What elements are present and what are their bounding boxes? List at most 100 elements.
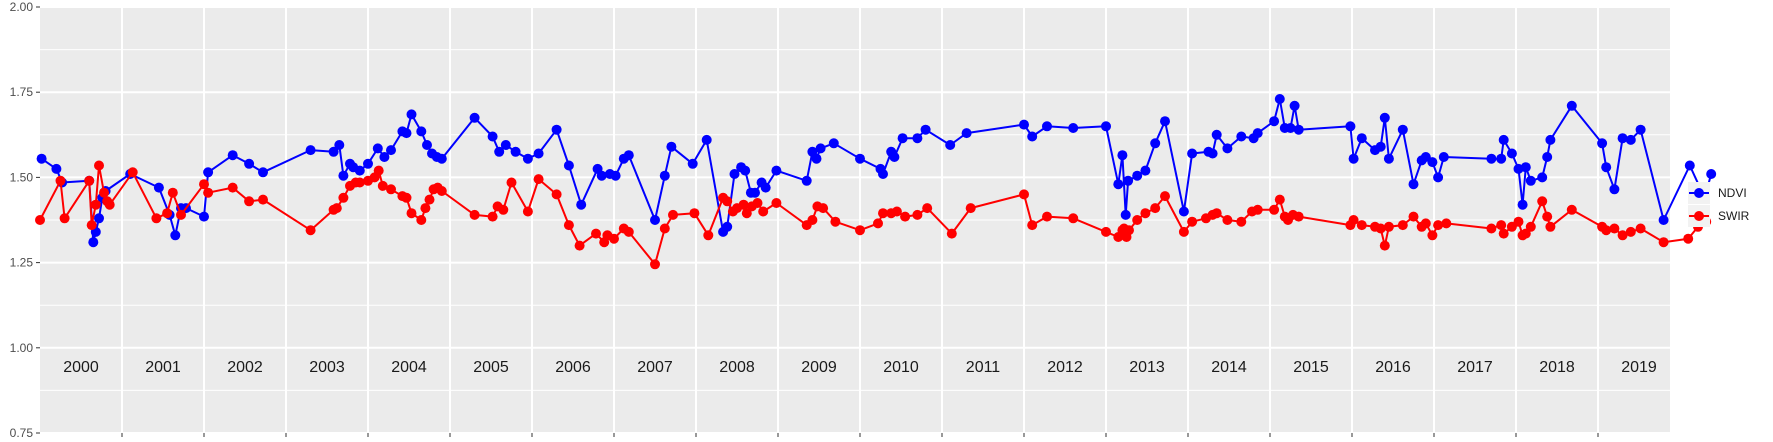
data-point-ndvi <box>650 215 660 225</box>
data-point-ndvi <box>1252 128 1263 139</box>
data-point-swir <box>203 187 214 198</box>
data-point-swir <box>758 206 769 217</box>
data-point-ndvi <box>1625 134 1636 145</box>
data-point-swir <box>498 204 509 215</box>
data-point-swir <box>912 209 923 220</box>
data-point-ndvi <box>36 153 47 164</box>
data-point-ndvi <box>610 170 621 181</box>
data-point-swir <box>162 208 173 219</box>
legend-label-swir: SWIR <box>1718 209 1750 223</box>
data-point-ndvi <box>701 134 712 145</box>
data-point-ndvi <box>1397 124 1408 135</box>
data-point-swir <box>227 182 238 193</box>
data-point-ndvi <box>1236 131 1247 142</box>
legend-key-point <box>1694 211 1704 221</box>
data-point-swir <box>167 187 178 198</box>
data-point-swir <box>1525 221 1536 232</box>
data-point-ndvi <box>596 170 607 181</box>
data-point-ndvi <box>469 112 480 123</box>
data-point-ndvi <box>510 146 521 157</box>
data-point-swir <box>94 160 104 171</box>
data-point-swir <box>946 228 957 239</box>
data-point-ndvi <box>422 140 432 150</box>
year-dividers <box>121 7 1599 433</box>
y-axis: 0.75 1.00 1.25 1.50 1.75 2.00 <box>10 0 40 440</box>
data-point-ndvi <box>729 169 740 179</box>
data-point-ndvi <box>406 109 417 120</box>
data-point-swir <box>1178 226 1189 237</box>
data-point-swir <box>1420 218 1431 229</box>
data-point-swir <box>738 199 749 210</box>
data-point-ndvi <box>1706 169 1717 179</box>
year-label: 2012 <box>1047 359 1083 376</box>
year-label: 2014 <box>1211 359 1247 376</box>
data-point-ndvi <box>500 140 511 150</box>
data-point-swir <box>1027 220 1038 231</box>
year-label: 2005 <box>473 359 509 376</box>
data-point-ndvi <box>1427 157 1438 168</box>
data-point-ndvi <box>1101 121 1111 132</box>
year-label: 2007 <box>637 359 673 376</box>
data-point-ndvi <box>912 133 923 144</box>
data-point-swir <box>1269 204 1280 215</box>
year-label: 2001 <box>145 359 181 376</box>
data-point-ndvi <box>855 153 865 164</box>
data-point-ndvi <box>487 131 498 142</box>
data-point-ndvi <box>659 170 670 181</box>
legend-key-point <box>1694 188 1704 198</box>
y-tick-label: 1.00 <box>10 341 34 355</box>
data-point-swir <box>151 213 162 224</box>
data-point-swir <box>922 203 933 214</box>
data-point-ndvi <box>170 230 181 241</box>
data-point-ndvi <box>1068 123 1079 133</box>
data-point-swir <box>258 194 268 205</box>
data-point-swir <box>331 203 342 214</box>
data-point-swir <box>591 228 601 239</box>
data-point-ndvi <box>828 138 839 149</box>
data-point-swir <box>574 240 585 251</box>
data-point-swir <box>752 198 763 208</box>
data-point-swir <box>305 225 316 236</box>
data-point-swir <box>35 215 45 225</box>
data-point-ndvi <box>363 158 373 169</box>
data-point-swir <box>703 230 714 241</box>
data-point-swir <box>377 180 388 191</box>
data-point-ndvi <box>1496 153 1507 164</box>
data-point-ndvi <box>1285 123 1296 133</box>
data-point-swir <box>386 184 396 195</box>
data-point-ndvi <box>722 221 733 232</box>
data-point-ndvi <box>334 140 345 150</box>
data-point-swir <box>965 203 976 214</box>
data-point-swir <box>1496 220 1507 231</box>
data-point-ndvi <box>1042 121 1052 132</box>
data-point-swir <box>338 192 349 203</box>
data-point-swir <box>1293 211 1304 222</box>
data-point-swir <box>1383 221 1394 232</box>
data-point-ndvi <box>961 128 972 139</box>
data-point-swir <box>420 203 431 214</box>
data-point-ndvi <box>1150 138 1161 149</box>
data-point-ndvi <box>258 167 268 178</box>
data-point-swir <box>90 199 101 210</box>
data-point-swir <box>1274 194 1285 205</box>
data-point-ndvi <box>945 140 956 150</box>
data-point-swir <box>1427 230 1438 241</box>
data-point-ndvi <box>1383 153 1394 164</box>
year-label: 2010 <box>883 359 919 376</box>
data-point-ndvi <box>199 211 209 222</box>
data-point-swir <box>1019 189 1029 200</box>
data-point-ndvi <box>1178 206 1189 217</box>
data-point-ndvi <box>244 158 255 169</box>
data-point-ndvi <box>227 150 238 161</box>
data-point-swir <box>1132 215 1143 225</box>
data-point-swir <box>522 206 533 217</box>
data-point-swir <box>650 259 660 270</box>
data-point-swir <box>1513 216 1524 227</box>
year-label: 2019 <box>1621 359 1657 376</box>
data-point-swir <box>1252 204 1263 215</box>
data-point-ndvi <box>372 143 383 154</box>
data-point-swir <box>659 223 670 234</box>
data-point-swir <box>424 194 435 205</box>
data-point-ndvi <box>1379 112 1390 123</box>
data-point-swir <box>689 208 700 219</box>
